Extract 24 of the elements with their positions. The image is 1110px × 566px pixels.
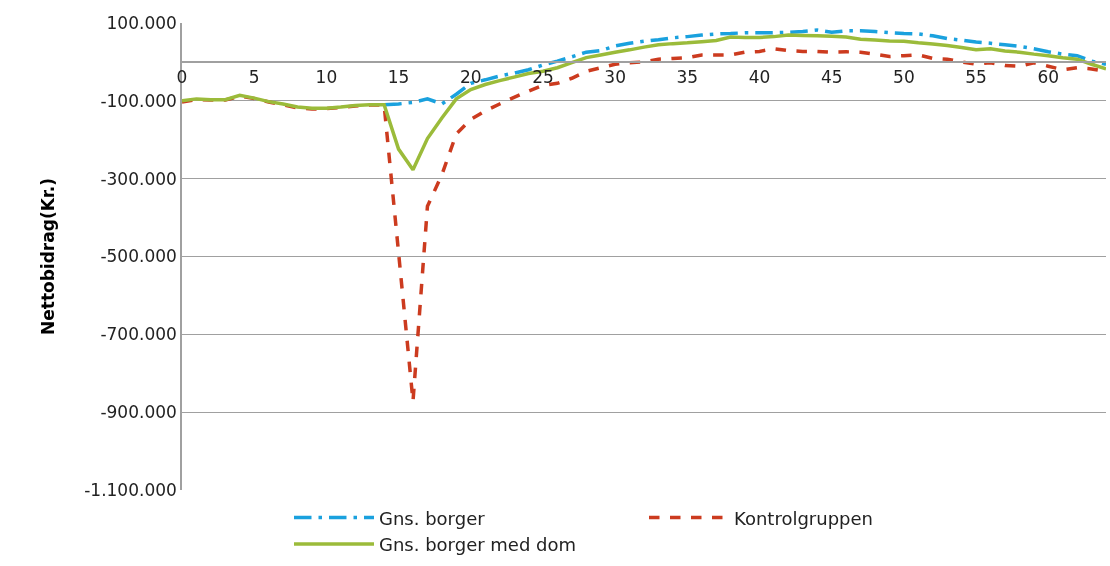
- x-tick-label: 35: [676, 67, 699, 88]
- y-tick-label: -700.000: [100, 324, 177, 345]
- y-tick-label: -1.100.000: [84, 479, 177, 500]
- legend-label: Gns. borger: [379, 507, 486, 529]
- x-tick-label: 55: [965, 67, 987, 88]
- legend-label: Gns. borger med dom: [379, 533, 577, 555]
- y-tick-label: -900.000: [100, 402, 177, 423]
- y-tick-label: 100.000: [106, 12, 177, 33]
- x-tick-label: 5: [248, 67, 260, 88]
- legend-label: Kontrolgruppen: [734, 507, 873, 529]
- y-tick-label: -300.000: [100, 168, 177, 189]
- x-tick-label: 0: [176, 67, 188, 88]
- x-tick-label: 50: [893, 67, 915, 88]
- y-axis-title: Nettobidrag(Kr.): [38, 177, 59, 336]
- y-tick-label: -100.000: [100, 90, 177, 111]
- x-tick-label: 10: [315, 67, 338, 88]
- x-tick-label: 45: [820, 67, 843, 88]
- x-tick-label: 40: [748, 67, 771, 88]
- x-tick-label: 30: [604, 67, 626, 88]
- x-tick-label: 25: [532, 67, 554, 88]
- x-tick-label: 20: [459, 67, 482, 88]
- x-tick-label: 60: [1037, 67, 1060, 88]
- y-tick-label: -500.000: [100, 246, 177, 267]
- x-tick-label: 15: [387, 67, 410, 88]
